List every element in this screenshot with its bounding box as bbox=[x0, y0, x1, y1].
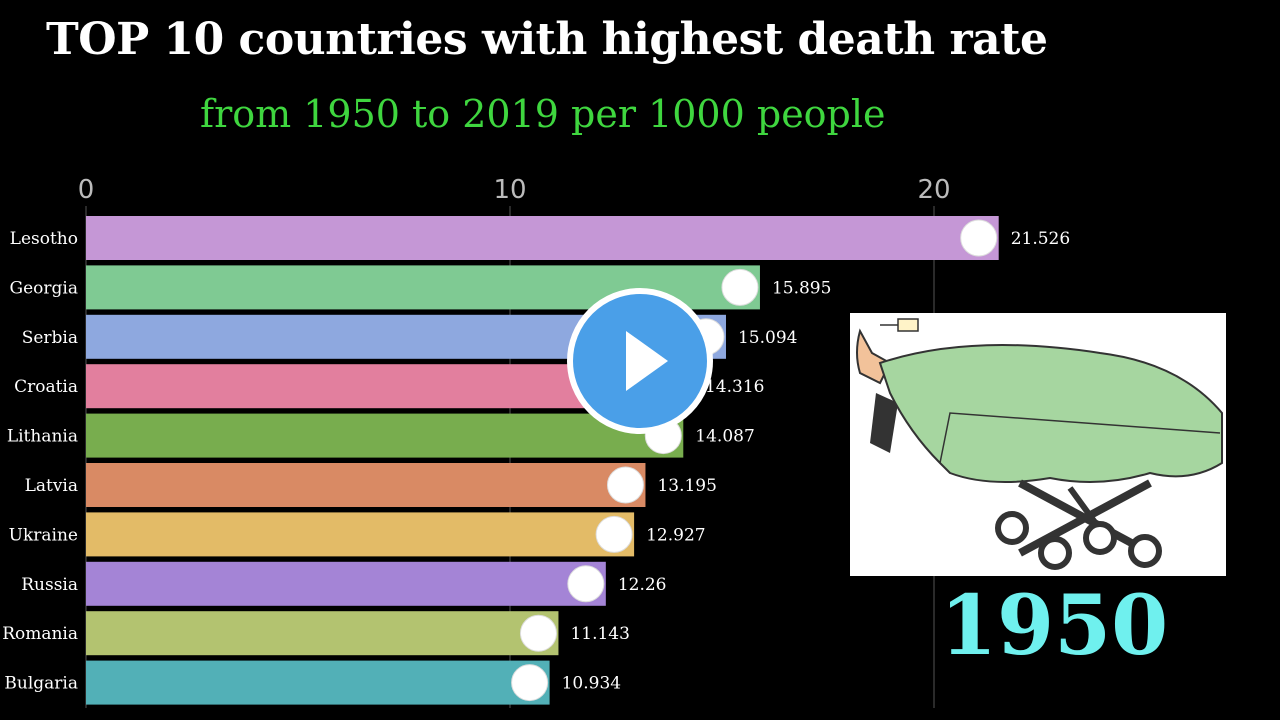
play-button[interactable] bbox=[567, 288, 713, 434]
country-label-lithania: Lithania bbox=[7, 427, 78, 447]
country-label-russia: Russia bbox=[21, 575, 78, 595]
flag-icon-ukraine bbox=[595, 515, 633, 553]
value-label-lesotho: 21.526 bbox=[1011, 229, 1070, 249]
country-label-georgia: Georgia bbox=[10, 278, 78, 298]
bar-lithania bbox=[86, 413, 684, 458]
flag-icon-georgia bbox=[721, 268, 759, 306]
tick-label-20: 20 bbox=[917, 175, 950, 205]
country-label-serbia: Serbia bbox=[22, 328, 78, 348]
flag-icon-bulgaria bbox=[511, 664, 549, 702]
country-label-lesotho: Lesotho bbox=[10, 229, 78, 249]
country-label-ukraine: Ukraine bbox=[9, 525, 78, 545]
value-label-serbia: 15.094 bbox=[738, 328, 797, 348]
bar-russia bbox=[86, 561, 606, 606]
bar-romania bbox=[86, 611, 559, 656]
flag-icon-romania bbox=[519, 614, 557, 652]
value-label-russia: 12.26 bbox=[618, 575, 667, 595]
country-label-bulgaria: Bulgaria bbox=[4, 674, 78, 694]
country-label-croatia: Croatia bbox=[14, 377, 78, 397]
value-label-croatia: 14.316 bbox=[705, 377, 764, 397]
value-label-latvia: 13.195 bbox=[657, 476, 716, 496]
chart-subtitle: from 1950 to 2019 per 1000 people bbox=[200, 92, 886, 136]
bar-latvia bbox=[86, 463, 646, 507]
value-label-romania: 11.143 bbox=[570, 624, 629, 644]
play-icon bbox=[626, 331, 668, 391]
value-label-lithania: 14.087 bbox=[695, 427, 754, 447]
value-label-bulgaria: 10.934 bbox=[562, 674, 621, 694]
tick-label-0: 0 bbox=[78, 175, 95, 205]
bar-lesotho bbox=[86, 216, 999, 260]
value-label-ukraine: 12.927 bbox=[646, 525, 705, 545]
hospital-bed-illustration bbox=[850, 313, 1226, 576]
flag-icon-lesotho bbox=[960, 219, 998, 257]
bar-bulgaria bbox=[86, 660, 550, 705]
flag-icon-latvia bbox=[606, 466, 644, 504]
value-label-georgia: 15.895 bbox=[772, 278, 831, 298]
chart-title: TOP 10 countries with highest death rate bbox=[46, 14, 1048, 65]
country-label-latvia: Latvia bbox=[25, 476, 78, 496]
tick-label-10: 10 bbox=[493, 175, 526, 205]
country-label-romania: Romania bbox=[2, 624, 78, 644]
flag-icon-russia bbox=[567, 565, 605, 603]
year-counter: 1950 bbox=[940, 578, 1169, 674]
bar-ukraine bbox=[86, 512, 635, 557]
